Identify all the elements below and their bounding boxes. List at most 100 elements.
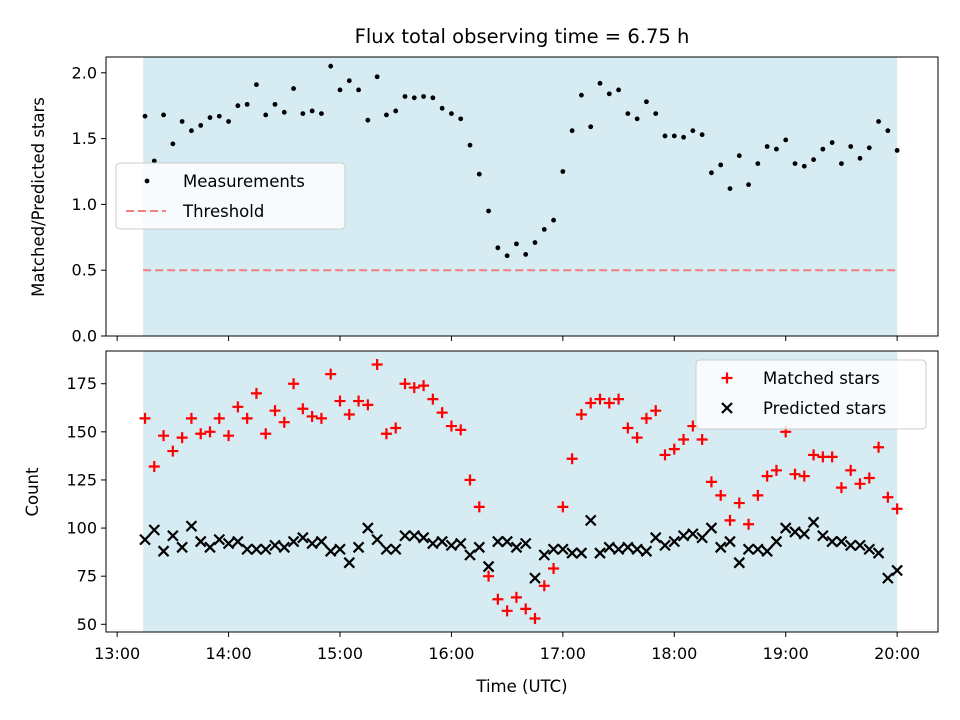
predicted-star-point	[557, 543, 569, 556]
matched-star-point	[613, 393, 625, 405]
measurement-point	[142, 113, 148, 119]
predicted-star-point	[232, 535, 244, 548]
matched-star-point	[585, 397, 597, 409]
measurement-point	[170, 141, 176, 147]
matched-star-point	[250, 387, 262, 399]
legend-label: Threshold	[182, 202, 264, 221]
measurement-point	[421, 94, 426, 99]
predicted-star-point	[213, 533, 226, 546]
predicted-star-point	[139, 533, 151, 546]
measurement-point	[792, 161, 798, 166]
predicted-star-point	[287, 535, 300, 548]
measurement-point	[532, 240, 538, 245]
x-axis-label: Time (UTC)	[475, 677, 567, 696]
matched-star-point	[733, 497, 745, 509]
matched-star-point	[696, 434, 708, 446]
predicted-star-point	[343, 556, 356, 569]
matched-star-point	[854, 478, 866, 490]
matched-star-point	[873, 441, 885, 453]
predicted-star-point	[148, 524, 161, 536]
predicted-star-point	[696, 531, 708, 544]
matched-star-point	[306, 410, 318, 422]
predicted-star-point	[157, 545, 170, 557]
matched-star-point	[380, 428, 392, 440]
predicted-star-point	[622, 541, 634, 554]
measurements-series	[142, 63, 900, 259]
matched-star-point	[520, 603, 532, 615]
top-legend-box	[115, 162, 346, 230]
measurement-point	[281, 109, 287, 115]
matched-star-point	[835, 482, 847, 494]
matched-star-point	[334, 395, 346, 407]
y-tick-label: 2.0	[72, 63, 97, 82]
predicted-star-point	[687, 528, 699, 540]
predicted-star-point	[259, 543, 272, 556]
y-tick-label: 125	[66, 470, 97, 489]
predicted-star-point	[278, 541, 291, 554]
measurement-point	[254, 82, 259, 88]
predicted-star-point	[677, 529, 690, 542]
matched-star-point	[715, 489, 727, 501]
measurement-point	[291, 86, 296, 91]
predicted-star-point	[501, 535, 513, 548]
matched-star-point	[510, 591, 522, 603]
matched-star-point	[399, 378, 411, 390]
predicted-star-point	[854, 539, 866, 552]
predicted-star-point	[324, 545, 337, 557]
matched-star-point	[269, 405, 281, 417]
measurement-point	[820, 146, 826, 152]
measurement-point	[551, 217, 556, 223]
measurement-point	[467, 142, 473, 148]
matched-star-point	[176, 432, 188, 444]
measurement-point	[681, 134, 686, 140]
measurement-point	[430, 95, 436, 101]
matched-star-point	[464, 474, 476, 486]
predicted-star-point	[371, 533, 383, 546]
matched-star-point	[278, 416, 290, 428]
predicted-star-point	[649, 531, 662, 544]
x-tick-label: 19:00	[763, 644, 809, 663]
predicted-star-point	[566, 547, 578, 559]
measurement-point	[783, 137, 789, 143]
measurement-point	[504, 253, 510, 259]
predicted-star-point	[844, 539, 857, 552]
predicted-star-point	[176, 541, 188, 554]
legend-marker	[721, 402, 733, 414]
predicted-star-point	[204, 541, 216, 554]
predicted-star-point	[399, 529, 411, 542]
matched-star-point	[752, 489, 764, 501]
measurement-point	[876, 119, 881, 124]
measurement-point	[495, 245, 501, 251]
predicted-star-point	[770, 535, 783, 548]
predicted-star-point	[603, 541, 616, 554]
matched-star-point	[167, 445, 179, 457]
x-tick-label: 16:00	[428, 644, 474, 663]
matched-star-point	[455, 424, 467, 436]
measurement-point	[634, 116, 640, 122]
matched-star-point	[241, 412, 253, 424]
measurement-point	[625, 111, 631, 116]
matched-star-point	[538, 580, 550, 592]
matched-star-point	[148, 460, 160, 472]
measurement-point	[755, 161, 761, 166]
matched-star-point	[223, 430, 235, 442]
measurement-point	[894, 148, 900, 153]
y-tick-label: 150	[66, 422, 97, 441]
y-tick-label: 1.0	[72, 195, 97, 214]
measurement-point	[839, 161, 844, 166]
predicted-star-point	[492, 535, 504, 548]
measurement-point	[736, 153, 742, 159]
legend-marker	[144, 178, 150, 184]
predicted-star-point	[807, 516, 820, 529]
x-tick-label: 13:00	[94, 644, 140, 663]
predicted-star-point	[659, 539, 671, 552]
matched-star-point	[185, 412, 197, 424]
measurement-point	[579, 92, 584, 98]
predicted-star-point	[362, 522, 374, 534]
measurement-point	[319, 111, 324, 116]
matched-star-point	[325, 368, 337, 380]
predicted-star-point	[538, 549, 551, 561]
predicted-star-point	[482, 560, 495, 573]
measurement-point	[801, 163, 807, 169]
predicted-star-point	[668, 535, 681, 548]
